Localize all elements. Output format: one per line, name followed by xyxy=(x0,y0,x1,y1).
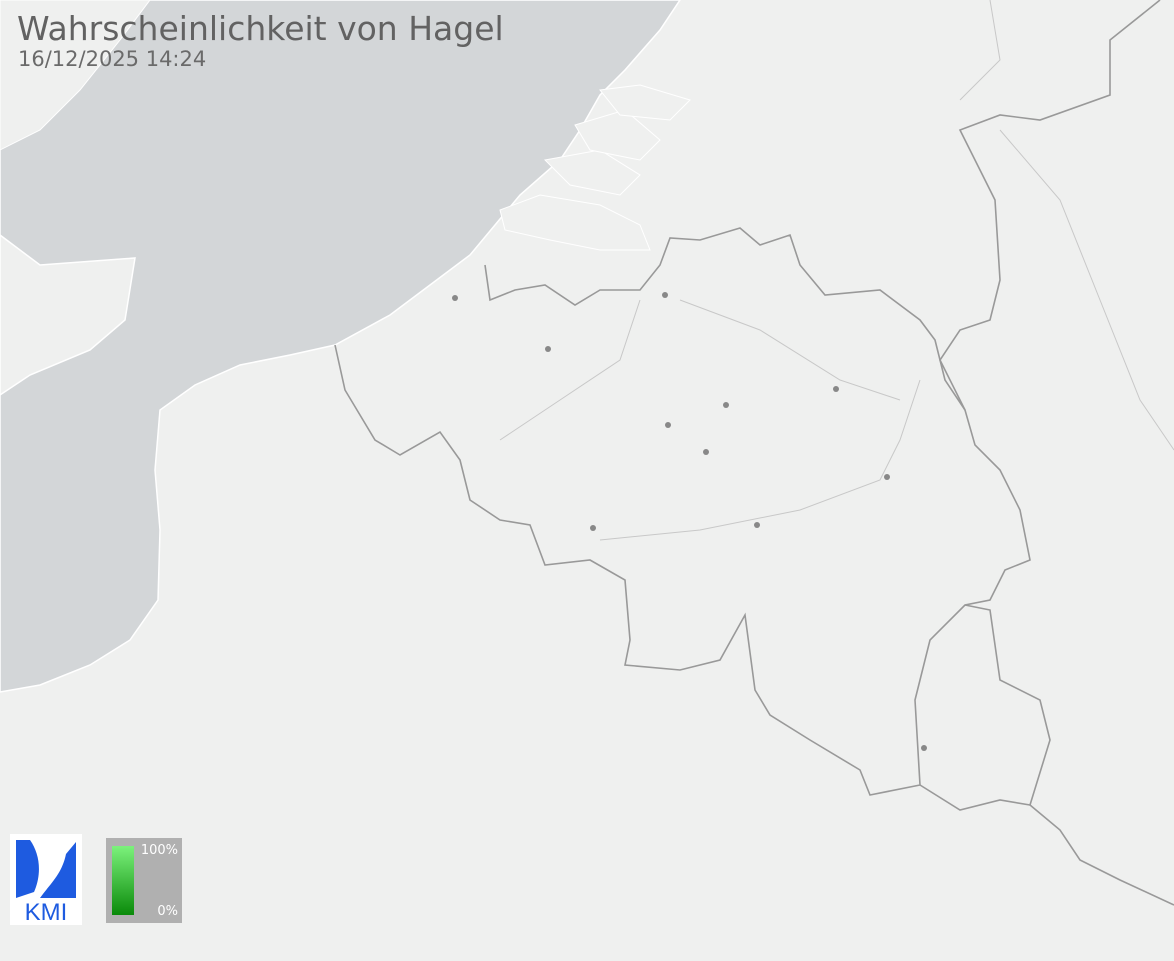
city-dot xyxy=(452,295,458,301)
belgium-border xyxy=(334,227,1031,796)
city-dot xyxy=(545,346,551,352)
probability-legend: 100% 0% xyxy=(106,838,182,923)
zeeland-islands xyxy=(499,84,691,251)
england-land xyxy=(0,234,136,396)
germany-border xyxy=(939,0,1161,411)
legend-max-label: 100% xyxy=(140,843,178,858)
kmi-logo: KMI xyxy=(10,834,82,926)
city-dot xyxy=(723,402,729,408)
legend-min-label: 0% xyxy=(157,904,178,919)
city-dot xyxy=(590,525,596,531)
city-dot xyxy=(921,745,927,751)
france-germany-border xyxy=(1029,804,1174,906)
city-dot xyxy=(754,522,760,528)
legend-color-bar xyxy=(112,846,134,915)
sea xyxy=(0,0,681,693)
country-borders xyxy=(334,0,1174,906)
timestamp: 16/12/2025 14:24 xyxy=(18,47,207,71)
page-title: Wahrscheinlichkeit von Hagel xyxy=(17,9,504,48)
city-dot xyxy=(665,422,671,428)
luxembourg-border xyxy=(919,604,1051,811)
city-dot xyxy=(884,474,890,480)
city-dot xyxy=(833,386,839,392)
england-land-north xyxy=(0,0,151,151)
city-markers xyxy=(452,292,927,751)
city-dot xyxy=(662,292,668,298)
rivers xyxy=(499,0,1174,541)
svg-text:KMI: KMI xyxy=(25,899,68,925)
city-dot xyxy=(703,449,709,455)
